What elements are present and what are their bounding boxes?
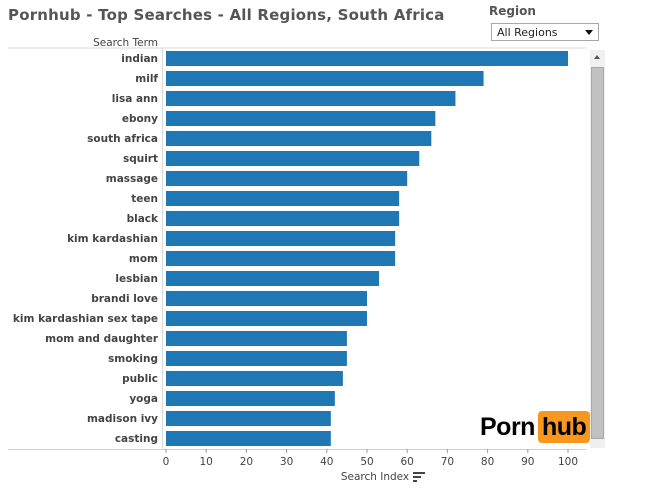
- x-tick-label: 40: [320, 456, 333, 468]
- x-tick-label: 30: [280, 456, 293, 468]
- x-tick-label: 50: [360, 456, 373, 468]
- bar-teen: [166, 191, 400, 206]
- arrow-up-icon: [594, 55, 600, 59]
- bar-chart: Search Term indian milf lisa ann ebony south …: [8, 37, 586, 483]
- category-label: mom and daughter: [45, 333, 159, 345]
- x-axis-title: Search Index: [341, 471, 409, 483]
- region-select[interactable]: All Regions: [491, 23, 599, 41]
- scrollbar[interactable]: [590, 50, 605, 448]
- bar-squirt: [166, 151, 420, 166]
- sort-icon[interactable]: [413, 472, 425, 482]
- x-tick-label: 90: [521, 456, 534, 468]
- bar-indian: [166, 51, 568, 66]
- pornhub-logo: Porn hub: [480, 411, 591, 443]
- category-label: lisa ann: [112, 93, 158, 105]
- y-axis-title: Search Term: [93, 37, 158, 49]
- category-label: brandi love: [91, 293, 158, 305]
- category-label: black: [127, 213, 159, 225]
- bar-ebony: [166, 111, 436, 126]
- category-label: massage: [106, 173, 158, 185]
- category-label: lesbian: [115, 273, 158, 285]
- x-tick-label: 80: [481, 456, 494, 468]
- category-label: casting: [115, 433, 158, 445]
- category-label: south africa: [87, 133, 158, 145]
- category-label: teen: [131, 193, 158, 205]
- x-tick-label: 60: [401, 456, 414, 468]
- x-tick-label: 0: [163, 456, 170, 468]
- category-label: public: [122, 373, 158, 385]
- bar-yoga: [166, 391, 335, 406]
- category-label: ebony: [122, 113, 158, 125]
- bar-lisa-ann: [166, 91, 456, 106]
- bar-mom: [166, 251, 396, 266]
- category-label: milf: [135, 73, 158, 85]
- scroll-thumb[interactable]: [591, 67, 604, 439]
- bar-milf: [166, 71, 484, 86]
- category-label: kim kardashian sex tape: [13, 313, 158, 325]
- bar-black: [166, 211, 400, 226]
- region-filter-label: Region: [489, 4, 536, 18]
- bar-lesbian: [166, 271, 380, 286]
- bar-brandi-love: [166, 291, 367, 306]
- chevron-down-icon: [585, 30, 593, 35]
- x-tick-label: 20: [240, 456, 253, 468]
- category-label: kim kardashian: [67, 233, 158, 245]
- bar-south-africa: [166, 131, 432, 146]
- bar-madison-ivy: [166, 411, 331, 426]
- bar-kim-kardashian: [166, 231, 396, 246]
- category-label: indian: [121, 53, 158, 65]
- bar-casting: [166, 431, 331, 446]
- category-label: squirt: [123, 153, 158, 165]
- category-label: yoga: [129, 393, 158, 405]
- page-title: Pornhub - Top Searches - All Regions, So…: [8, 6, 445, 24]
- bar-massage: [166, 171, 408, 186]
- category-label: madison ivy: [87, 413, 158, 425]
- scroll-up-button[interactable]: [590, 50, 605, 64]
- bar-smoking: [166, 351, 347, 366]
- bar-public: [166, 371, 343, 386]
- bar-kim-kardashian-sex-tape: [166, 311, 367, 326]
- category-label: mom: [129, 253, 158, 265]
- x-tick-label: 100: [558, 456, 578, 468]
- category-label: smoking: [108, 353, 158, 365]
- x-tick-label: 10: [200, 456, 213, 468]
- bar-mom-and-daughter: [166, 331, 347, 346]
- x-tick-label: 70: [441, 456, 454, 468]
- logo-text-porn: Porn: [480, 412, 535, 441]
- region-select-value: All Regions: [497, 26, 558, 39]
- logo-text-hub: hub: [537, 411, 591, 443]
